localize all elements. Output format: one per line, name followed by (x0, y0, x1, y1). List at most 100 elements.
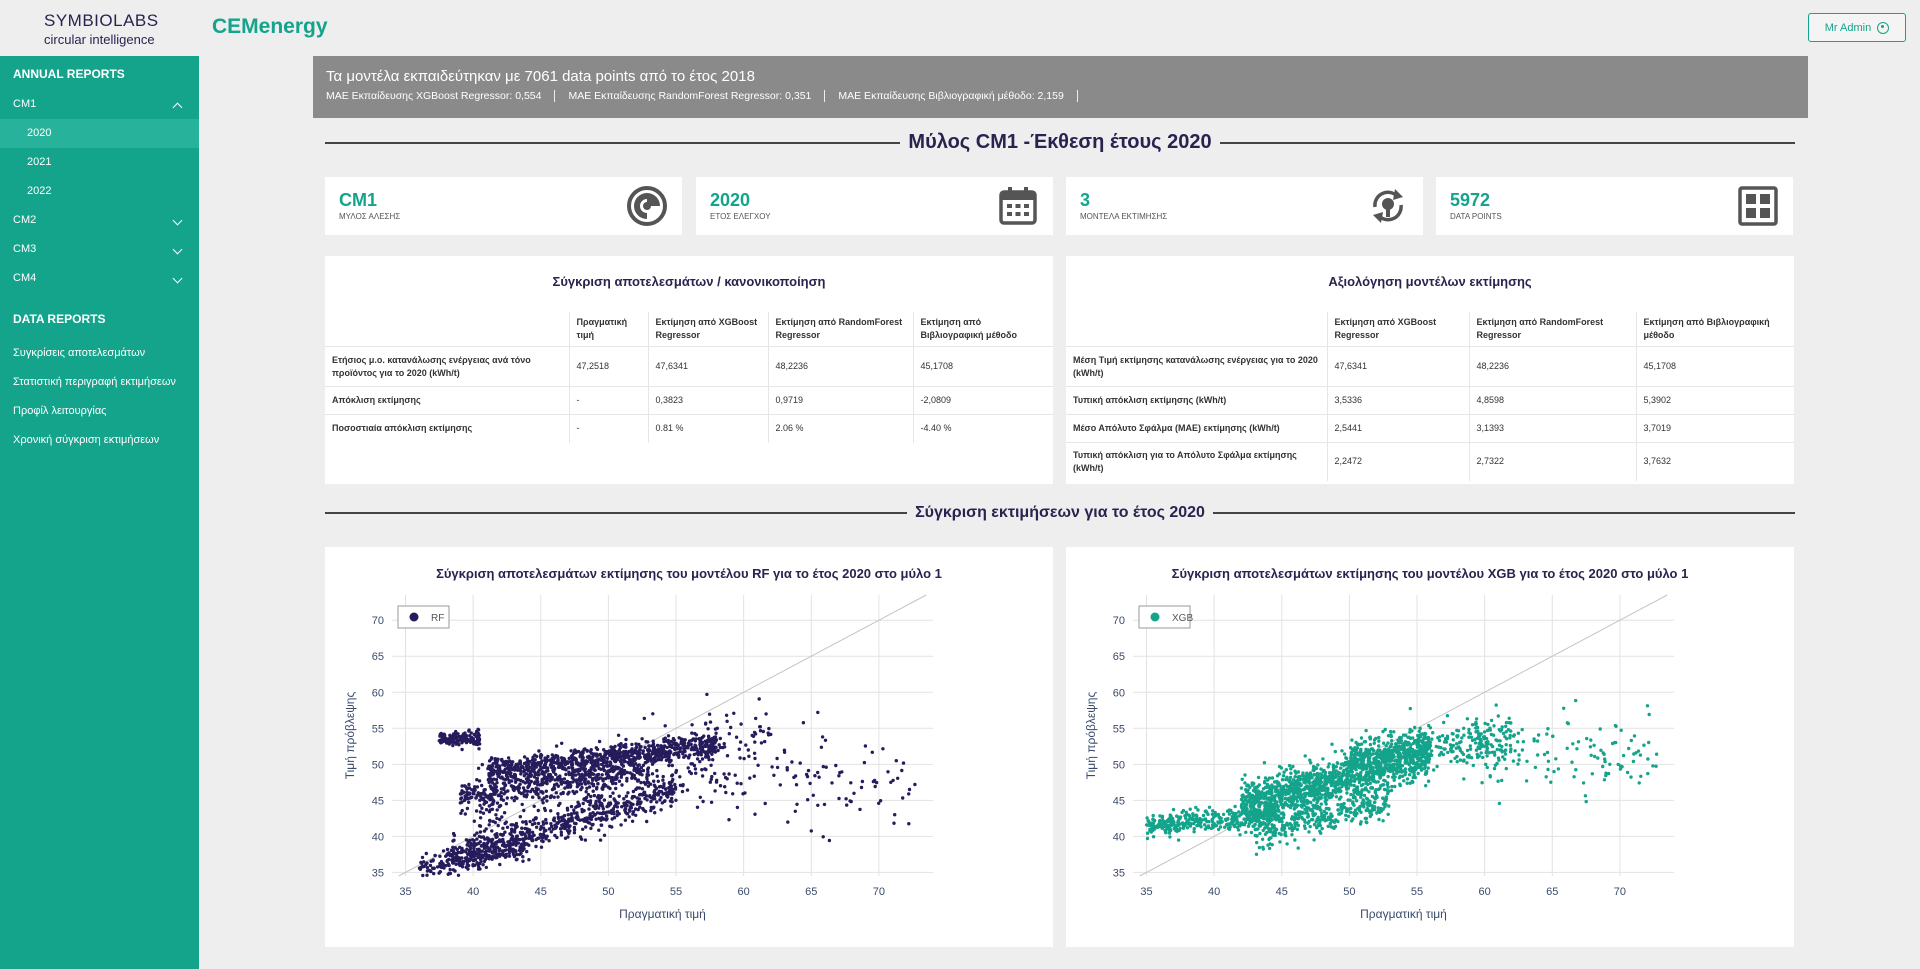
sidebar-link-comparisons[interactable]: Συγκρίσεις αποτελεσμάτων (13, 347, 146, 359)
scatter-point (567, 766, 571, 770)
scatter-point (618, 742, 623, 747)
card-title: Αξιολόγηση μοντέλων εκτίμησης (1328, 274, 1532, 289)
scatter-point (1381, 729, 1385, 734)
sidebar-item-cm1[interactable]: CM1 (0, 90, 199, 119)
scatter-point (609, 810, 613, 815)
scatter-point (1312, 838, 1316, 842)
scatter-point (1359, 795, 1363, 799)
scatter-point (420, 861, 424, 865)
scatter-point (476, 862, 480, 866)
scatter-point (1171, 807, 1176, 812)
scatter-point (1339, 781, 1343, 785)
scatter-point (1511, 759, 1516, 763)
scatter-point (627, 757, 632, 761)
scatter-point (1654, 764, 1658, 768)
scatter-point (574, 773, 578, 777)
scatter-point (522, 788, 527, 793)
scatter-point (548, 758, 552, 762)
sidebar-item-cm4[interactable]: CM4 (0, 264, 199, 293)
scatter-point (1158, 814, 1162, 818)
scatter-point (1323, 799, 1327, 804)
scatter-point (606, 769, 610, 773)
scatter-point (1359, 736, 1364, 740)
scatter-point (673, 787, 678, 791)
sidebar-link-operation-profile[interactable]: Προφίλ λειτουργίας (13, 405, 107, 417)
scatter-point (1348, 746, 1353, 750)
scatter-point (559, 761, 564, 765)
scatter-point (1462, 733, 1466, 737)
scatter-point (1262, 816, 1266, 821)
scatter-point (1330, 742, 1334, 746)
table-header-cell: Εκτίμηση από Βιβλιογραφική μέθοδο (912, 312, 1053, 347)
sidebar-link-statistics[interactable]: Στατιστική περιγραφή εκτιμήσεων (13, 376, 176, 388)
scatter-point (693, 731, 697, 736)
scatter-point (1465, 748, 1470, 753)
scatter-point (527, 773, 531, 777)
scatter-point (525, 849, 529, 854)
sidebar-item-cm2[interactable]: CM2 (0, 206, 199, 235)
scatter-point (664, 758, 669, 762)
scatter-point (1285, 842, 1289, 846)
rf-scatter-plot[interactable]: 35 40 45 50 55 60 65 703540455055606570Πραγματι… (325, 547, 1053, 947)
scatter-point (580, 758, 584, 762)
scatter-point (742, 756, 746, 761)
scatter-point (513, 774, 518, 778)
scatter-points (417, 692, 917, 878)
kpi-label: ΕΤΟΣ ΕΛΕΓΧΟΥ (710, 212, 771, 221)
legend-marker (409, 612, 419, 622)
table-cell: 47,6341 (647, 346, 768, 387)
scatter-point (1336, 803, 1340, 807)
scatter-point (519, 772, 523, 776)
symbiolabs-logo[interactable]: SYMBIOLABS circular intelligence (44, 11, 184, 47)
scatter-point (1206, 812, 1210, 817)
scatter-point (559, 815, 564, 820)
scatter-point (592, 765, 596, 769)
scatter-point (1651, 764, 1655, 768)
scatter-point (494, 813, 498, 817)
scatter-point (1357, 808, 1362, 812)
chevron-down-icon (172, 215, 183, 226)
scatter-point (666, 738, 670, 743)
sidebar-item-2021[interactable]: 2021 (27, 156, 52, 168)
section-title-row: Σύγκριση εκτιμήσεων για το έτος 2020 (325, 504, 1796, 522)
scatter-point (507, 854, 512, 858)
scatter-point (1376, 806, 1380, 810)
scatter-point (570, 776, 575, 780)
scatter-point (515, 852, 519, 857)
scatter-point (513, 780, 518, 784)
scatter-point (1146, 823, 1151, 827)
scatter-point (1310, 817, 1314, 822)
chart-legend[interactable]: RF (397, 605, 450, 629)
sidebar-link-time-comparison[interactable]: Χρονική σύγκριση εκτιμήσεων (13, 434, 160, 446)
scatter-point (609, 762, 613, 766)
scatter-point (702, 734, 706, 738)
scatter-point (1487, 751, 1491, 755)
scatter-point (482, 859, 487, 864)
sidebar-item-cm3[interactable]: CM3 (0, 235, 199, 264)
scatter-point (708, 780, 712, 784)
scatter-point (658, 798, 662, 802)
scatter-point (1339, 766, 1343, 770)
scatter-point (1168, 835, 1172, 839)
scatter-point (479, 795, 483, 799)
scatter-point (1275, 785, 1279, 789)
scatter-point (735, 805, 740, 810)
scatter-point (690, 745, 694, 750)
scatter-point (556, 812, 560, 816)
sidebar-item-2022[interactable]: 2022 (27, 185, 52, 197)
y-tick-label: 70 (1113, 615, 1125, 627)
user-menu-button[interactable]: Mr Admin (1808, 13, 1906, 42)
scatter-point (1371, 805, 1375, 809)
scatter-point (1221, 812, 1226, 817)
scatter-point (1204, 809, 1208, 813)
scatter-point (1243, 781, 1247, 785)
scatter-point (1485, 754, 1489, 758)
scatter-point (601, 785, 605, 790)
scatter-point (1282, 770, 1286, 774)
card-title: Σύγκριση αποτελεσμάτων / κανονικοποίηση (552, 274, 826, 289)
scatter-point (474, 796, 478, 800)
scatter-point (518, 759, 522, 763)
scatter-point (527, 759, 531, 764)
sidebar-item-2020[interactable]: 2020 (0, 119, 199, 148)
xgb-scatter-plot[interactable]: 35 40 45 50 55 60 65 703540455055606570Πραγματι… (1066, 547, 1794, 947)
